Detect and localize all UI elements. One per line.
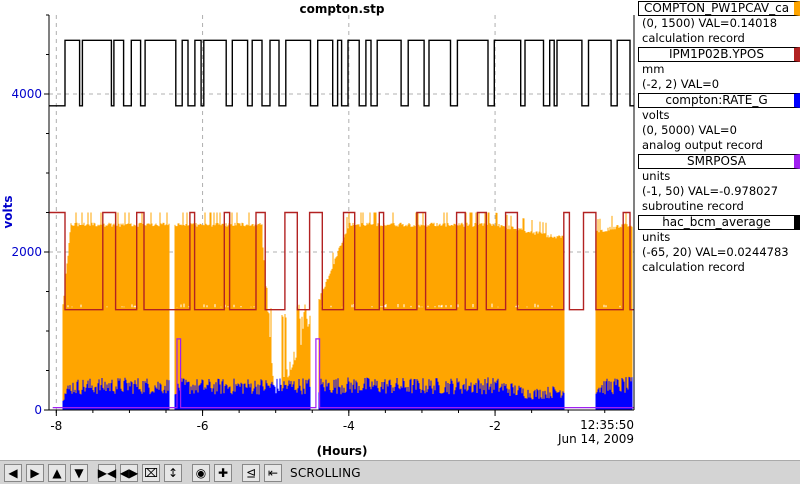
legend-range-ipm1p02b-ypos: (-2, 2) VAL=0 [642,77,720,91]
legend: COMPTON_PW1PCAV_ca (0, 1500) VAL=0.14018… [638,0,800,275]
legend-range-compton-rate-g: (0, 5000) VAL=0 [642,123,737,137]
legend-unit-hac-bcm-average: units [642,230,671,244]
config-icon: ⊴ [245,465,257,480]
zoom-in-vertical-icon: ⌧ [144,465,158,480]
pan-down-button[interactable]: ▼ [70,463,88,482]
x-axis-label: (Hours) [317,444,368,458]
scroll-toggle-button[interactable]: ⇤ [264,463,282,482]
date-label: Jun 14, 2009 [557,432,634,446]
y-tick-label: 4000 [11,87,42,101]
legend-record-compton-rate-g: analog output record [642,138,763,152]
legend-entry-hac-bcm-average[interactable]: hac_bcm_average units (-65, 20) VAL=0.02… [638,215,800,275]
series-compton-pw1pcav-ca [62,212,633,410]
arrow-down-icon: ▼ [74,465,84,480]
legend-record-compton-pw1pcav-ca: calculation record [642,31,745,45]
zoom-out-y-button[interactable]: ↕ [164,463,182,482]
zoom-out-x-button[interactable]: ◀▶ [119,463,139,482]
x-tick-label: -4 [343,419,355,433]
legend-unit-smrposa: units [642,169,671,183]
arrow-up-icon: ▲ [52,465,62,480]
series-ipm1p02b-ypos [49,211,634,311]
legend-range-smrposa: (-1, 50) VAL=-0.978027 [642,184,779,198]
plus-icon: ✚ [217,465,229,480]
zoom-in-x-button[interactable]: ▶◀ [97,463,117,482]
time-label: 12:35:50 [580,418,634,432]
legend-record-hac-bcm-average: calculation record [642,260,745,274]
pan-left-button[interactable]: ◀ [4,463,22,482]
legend-entry-smrposa[interactable]: SMRPOSA units (-1, 50) VAL=-0.978027 sub… [638,154,800,214]
pan-right-button[interactable]: ▶ [26,463,44,482]
chart-svg: 0 2000 4000 -8 -6 -4 -2 compton.stp (Hours) volts… [1,2,635,458]
legend-name-compton-pw1pcav-ca[interactable]: COMPTON_PW1PCAV_ca [638,1,800,16]
legend-entry-compton-pw1pcav-ca[interactable]: COMPTON_PW1PCAV_ca (0, 1500) VAL=0.14018… [638,1,800,46]
arrow-right-icon: ▶ [30,465,40,480]
y-tick-label: 2000 [11,245,42,259]
legend-range-compton-pw1pcav-ca: (0, 1500) VAL=0.14018 [642,16,778,30]
legend-name-ipm1p02b-ypos[interactable]: IPM1P02B.YPOS [638,47,800,62]
x-tick-label: -6 [197,419,209,433]
plot-area[interactable]: 0 2000 4000 -8 -6 -4 -2 compton.stp (Hours) volts… [0,0,800,460]
legend-entry-ipm1p02b-ypos[interactable]: IPM1P02B.YPOS mm (-2, 2) VAL=0 [638,47,800,92]
legend-name-smrposa[interactable]: SMRPOSA [638,154,800,169]
scroll-toggle-icon: ⇤ [267,465,279,480]
legend-record-smrposa: subroutine record [642,199,744,213]
series-compton-rate-g [62,376,633,410]
pan-up-button[interactable]: ▲ [48,463,66,482]
series-hac-bcm-average [49,39,634,107]
x-tick-label: -2 [489,419,501,433]
arrow-left-icon: ◀ [8,465,18,480]
legend-entry-compton-rate-g[interactable]: compton:RATE_G volts (0, 5000) VAL=0 ana… [638,93,800,153]
add-button[interactable]: ✚ [214,463,232,482]
y-axis-label: volts [1,195,15,228]
series-smrposa [52,338,634,409]
legend-unit-ipm1p02b-ypos: mm [642,62,665,76]
auto-scale-button[interactable]: ◉ [192,463,210,482]
config-button[interactable]: ⊴ [242,463,260,482]
zoom-in-y-button[interactable]: ⌧ [142,463,160,482]
x-tick-label: -8 [50,419,62,433]
circle-icon: ◉ [195,465,207,480]
y-tick-label: 0 [34,403,42,417]
legend-range-hac-bcm-average: (-65, 20) VAL=0.0244783 [642,245,789,259]
zoom-out-vertical-icon: ↕ [167,465,179,480]
chart-title: compton.stp [299,2,384,16]
legend-unit-compton-rate-g: volts [642,108,670,122]
zoom-in-horizontal-icon: ▶◀ [97,465,117,480]
legend-name-hac-bcm-average[interactable]: hac_bcm_average [638,215,800,230]
status-text: SCROLLING [290,465,361,480]
zoom-out-horizontal-icon: ◀▶ [119,465,139,480]
toolbar: ◀ ▶ ▲ ▼ ▶◀ ◀▶ ⌧ ↕ ◉ ✚ ⊴ ⇤ SCROLLING [0,460,800,484]
legend-name-compton-rate-g[interactable]: compton:RATE_G [638,93,800,108]
